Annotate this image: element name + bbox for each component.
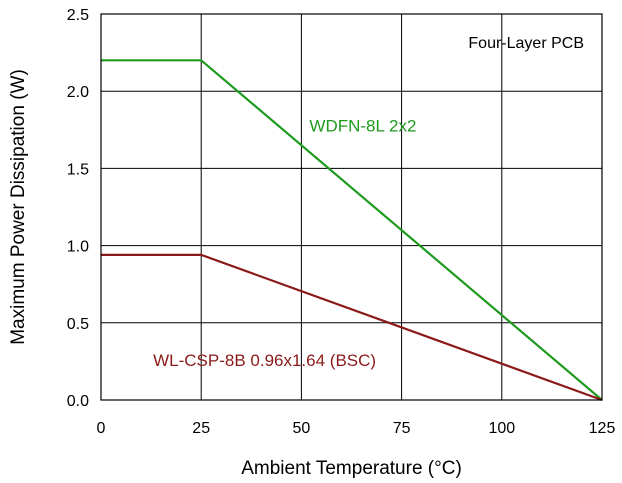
x-tick-label: 125 xyxy=(589,420,616,437)
x-tick-label: 0 xyxy=(97,420,106,437)
x-tick-label: 100 xyxy=(488,420,515,437)
x-tick-labels: 0 25 50 75 100 125 xyxy=(97,420,616,437)
grid xyxy=(101,14,602,400)
pcb-annotation: Four-Layer PCB xyxy=(468,35,584,52)
y-tick-label: 1.5 xyxy=(67,161,89,178)
y-tick-label: 0.5 xyxy=(67,316,89,333)
y-tick-labels: 0.0 0.5 1.0 1.5 2.0 2.5 xyxy=(67,7,89,410)
plot-frame xyxy=(100,13,603,401)
x-tick-label: 50 xyxy=(293,420,311,437)
y-tick-label: 2.5 xyxy=(67,7,89,24)
series-line-wdfn xyxy=(101,59,603,401)
y-tick-label: 2.0 xyxy=(67,84,89,101)
x-tick-label: 25 xyxy=(192,420,210,437)
y-tick-label: 1.0 xyxy=(67,239,89,256)
x-tick-label: 75 xyxy=(393,420,411,437)
series-label-wdfn: WDFN-8L 2x2 xyxy=(309,116,416,135)
x-axis-title: Ambient Temperature (°C) xyxy=(241,458,462,479)
series-line-wlcsp xyxy=(101,253,603,402)
series-label-wlcsp: WL-CSP-8B 0.96x1.64 (BSC) xyxy=(153,351,376,370)
series-lines xyxy=(101,59,603,402)
y-tick-label: 0.0 xyxy=(67,393,89,410)
y-axis-title: Maximum Power Dissipation (W) xyxy=(8,69,29,345)
